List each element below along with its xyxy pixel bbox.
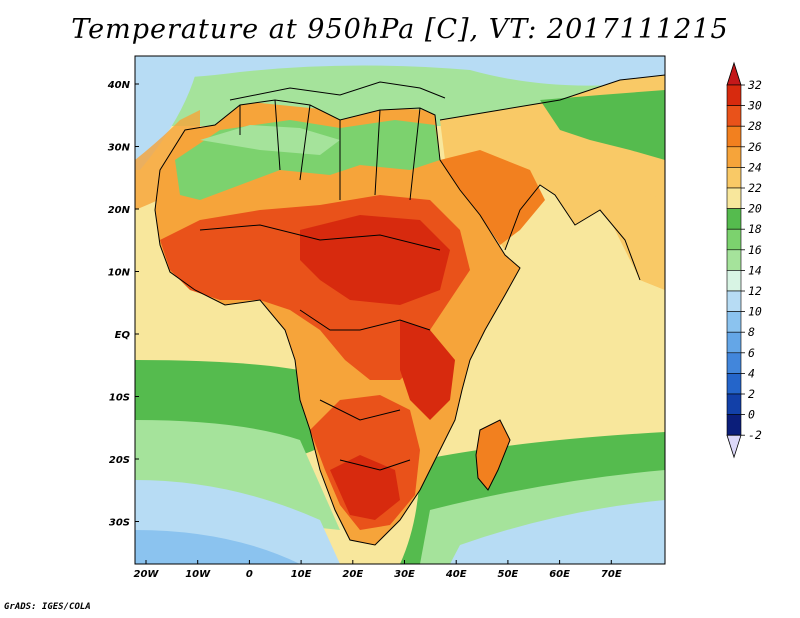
colorbar-label: 4 xyxy=(748,366,755,380)
colorbar-swatch xyxy=(726,125,742,148)
colorbar-label: 10 xyxy=(748,305,762,319)
colorbar-swatch xyxy=(726,352,742,374)
colorbar-swatch xyxy=(726,208,742,230)
lon-label: 10W xyxy=(185,569,211,580)
colorbar-label: 24 xyxy=(748,160,762,174)
colorbar-swatch xyxy=(726,393,742,415)
lat-label: 10N xyxy=(108,268,131,279)
lon-label: 60E xyxy=(549,569,570,580)
colorbar-bottom-arrow xyxy=(726,434,742,459)
lat-label: 20S xyxy=(109,455,130,466)
colorbar-swatch xyxy=(726,290,742,312)
lat-label: 40N xyxy=(107,80,131,91)
colorbar-swatch xyxy=(726,146,742,168)
lat-axis: 40N 30N 20N 10N EQ 10S 20S 30S xyxy=(107,80,139,529)
colorbar-swatch xyxy=(726,331,742,354)
colorbar-label: 14 xyxy=(748,263,762,277)
hot-east xyxy=(400,320,455,420)
colorbar-label: 0 xyxy=(748,408,755,422)
colorbar-label: 20 xyxy=(748,202,762,216)
chart-title: Temperature at 950hPa [C], VT: 201711121… xyxy=(71,14,729,45)
lat-label: 30N xyxy=(108,143,131,154)
credit-text: GrADS: IGES/COLA xyxy=(4,602,91,612)
colorbar-swatch xyxy=(726,84,742,106)
colorbar-label: 22 xyxy=(748,181,762,195)
coastlines xyxy=(154,74,665,546)
colorbar-swatch xyxy=(726,167,742,189)
lon-label: 50E xyxy=(498,569,519,580)
colorbar-top-arrow xyxy=(726,61,742,86)
colorbar-swatch xyxy=(726,228,742,251)
lat-label: 30S xyxy=(109,518,130,529)
hot-core-south xyxy=(330,455,400,520)
temperature-field xyxy=(135,56,665,564)
colorbar-swatch xyxy=(726,414,742,436)
madagascar xyxy=(476,420,510,490)
lon-label: 10E xyxy=(291,569,312,580)
indian-ocean-cold xyxy=(450,500,665,564)
sahara-cooler xyxy=(200,125,340,155)
india-warm xyxy=(600,190,665,290)
colorbar-label: 18 xyxy=(748,222,762,236)
colorbar-label: 6 xyxy=(748,346,755,360)
lat-label: 20N xyxy=(108,205,131,216)
south-atlantic-colder xyxy=(135,530,300,564)
lon-label: 20E xyxy=(342,569,363,580)
atlantic-north-cold xyxy=(135,56,200,170)
colorbar-swatch xyxy=(726,373,742,395)
hot-core-central xyxy=(300,215,450,305)
colorbar-swatch xyxy=(726,311,742,333)
lon-axis: 20W 10W 0 10E 20E 30E 40E 50E 60E 70E xyxy=(134,560,622,580)
colorbar-label: 26 xyxy=(748,140,762,154)
colorbar-swatch xyxy=(726,187,742,209)
lon-label: 30E xyxy=(394,569,415,580)
colorbar-label: 28 xyxy=(748,119,762,133)
lat-label: EQ xyxy=(115,330,131,341)
colorbar-label: 16 xyxy=(748,243,762,257)
hot-arabia xyxy=(440,150,545,245)
lon-label: 70E xyxy=(601,569,622,580)
colorbar-swatch xyxy=(726,270,742,292)
colorbar-label: 8 xyxy=(748,325,755,339)
lon-label: 40E xyxy=(445,569,467,580)
colorbar-swatch xyxy=(726,249,742,271)
colorbar-label: 2 xyxy=(748,387,755,401)
colorbar-label: 32 xyxy=(747,78,762,92)
lon-label: 0 xyxy=(246,569,253,580)
lon-label: 20W xyxy=(134,569,160,580)
mediterranean xyxy=(230,82,445,110)
colorbar-label: 30 xyxy=(747,99,762,113)
lat-label: 10S xyxy=(109,393,130,404)
colorbar-swatch xyxy=(726,105,742,127)
asia-cool xyxy=(540,90,665,160)
colorbar-label: 12 xyxy=(748,284,762,298)
north-cold-band xyxy=(135,56,665,86)
map-frame xyxy=(134,55,666,565)
colorbar-label: -2 xyxy=(748,428,762,442)
